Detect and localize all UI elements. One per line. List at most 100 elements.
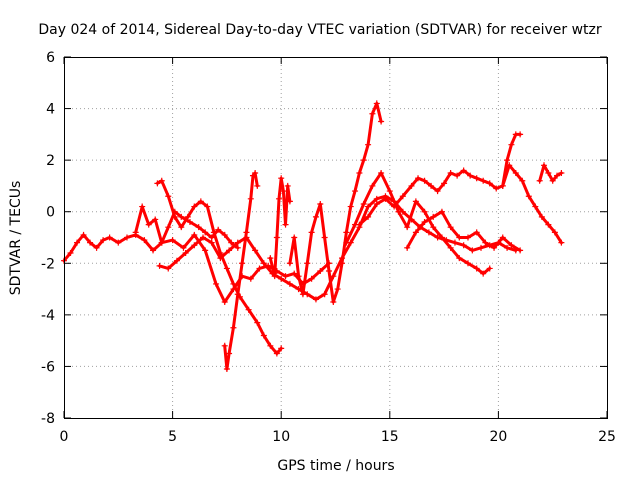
data-point bbox=[173, 257, 180, 264]
plot-frame bbox=[64, 57, 608, 419]
data-point bbox=[226, 247, 233, 254]
data-point bbox=[467, 172, 474, 179]
data-point bbox=[210, 229, 217, 236]
data-point bbox=[228, 239, 235, 246]
data-point bbox=[278, 275, 285, 282]
data-point bbox=[178, 213, 185, 220]
data-point bbox=[254, 319, 261, 326]
data-point bbox=[254, 182, 261, 189]
data-point bbox=[508, 242, 515, 249]
data-point bbox=[221, 342, 228, 349]
data-point bbox=[360, 200, 367, 207]
data-point bbox=[145, 221, 152, 228]
data-point bbox=[312, 296, 319, 303]
data-point bbox=[373, 200, 380, 207]
data-point bbox=[378, 118, 385, 125]
y-tick-label: 0 bbox=[46, 205, 55, 221]
data-point bbox=[223, 366, 230, 373]
data-point bbox=[352, 188, 359, 195]
data-point bbox=[343, 239, 350, 246]
data-point bbox=[447, 224, 454, 231]
data-point bbox=[430, 213, 437, 220]
data-point bbox=[404, 244, 411, 251]
data-point bbox=[421, 208, 428, 215]
data-point bbox=[204, 203, 211, 210]
x-tick-label: 15 bbox=[381, 429, 399, 445]
data-point bbox=[464, 234, 471, 241]
data-point bbox=[191, 242, 198, 249]
data-point bbox=[536, 177, 543, 184]
data-point bbox=[284, 182, 291, 189]
data-point bbox=[460, 167, 467, 174]
data-point bbox=[150, 247, 157, 254]
data-point bbox=[421, 177, 428, 184]
data-point bbox=[291, 234, 298, 241]
x-tick-label: 25 bbox=[598, 429, 616, 445]
data-series-group bbox=[61, 100, 565, 373]
data-point bbox=[186, 219, 193, 226]
data-point bbox=[382, 195, 389, 202]
data-point bbox=[356, 170, 363, 177]
data-point bbox=[252, 170, 259, 177]
data-point bbox=[506, 162, 513, 169]
data-point bbox=[493, 185, 500, 192]
data-point bbox=[304, 260, 311, 267]
data-point bbox=[464, 260, 471, 267]
series-line bbox=[62, 233, 331, 304]
data-point bbox=[369, 110, 376, 117]
data-point bbox=[519, 177, 526, 184]
y-tick-label: -8 bbox=[41, 411, 55, 427]
data-point bbox=[551, 229, 558, 236]
data-point bbox=[221, 298, 228, 305]
data-point bbox=[447, 170, 454, 177]
data-point bbox=[532, 203, 539, 210]
data-point bbox=[278, 175, 285, 182]
series-line bbox=[155, 179, 283, 355]
series-sat-h bbox=[343, 170, 493, 277]
data-point bbox=[191, 231, 198, 238]
data-point bbox=[473, 175, 480, 182]
data-point bbox=[221, 231, 228, 238]
data-point bbox=[321, 234, 328, 241]
y-tick-label: 6 bbox=[46, 50, 55, 66]
data-point bbox=[217, 255, 224, 262]
data-point bbox=[399, 193, 406, 200]
data-point bbox=[415, 175, 422, 182]
data-point bbox=[156, 262, 163, 269]
data-point bbox=[339, 260, 346, 267]
data-point bbox=[469, 247, 476, 254]
data-point bbox=[317, 200, 324, 207]
data-point bbox=[308, 229, 315, 236]
data-point bbox=[234, 244, 241, 251]
series-sat-a bbox=[61, 231, 332, 305]
data-point bbox=[291, 270, 298, 277]
data-point bbox=[365, 203, 372, 210]
data-point bbox=[215, 226, 222, 233]
series-sat-f bbox=[267, 175, 293, 280]
data-point bbox=[438, 208, 445, 215]
x-tick-label: 10 bbox=[272, 429, 290, 445]
data-point bbox=[456, 255, 463, 262]
data-point bbox=[369, 182, 376, 189]
data-point bbox=[451, 239, 458, 246]
data-point bbox=[178, 224, 185, 231]
data-point bbox=[202, 229, 209, 236]
data-point bbox=[200, 234, 207, 241]
data-point bbox=[223, 265, 230, 272]
data-point bbox=[87, 239, 94, 246]
data-point bbox=[504, 244, 511, 251]
y-axis-label: SDTVAR / TECUs bbox=[8, 181, 24, 296]
data-point bbox=[208, 234, 215, 241]
x-tick-label: 0 bbox=[60, 429, 69, 445]
data-point bbox=[441, 180, 448, 187]
data-point bbox=[517, 131, 524, 138]
series-line bbox=[268, 176, 292, 278]
data-point bbox=[428, 182, 435, 189]
data-point bbox=[80, 231, 87, 238]
data-point bbox=[191, 203, 198, 210]
data-point bbox=[123, 234, 130, 241]
x-tick-label: 20 bbox=[489, 429, 507, 445]
data-point bbox=[152, 216, 159, 223]
data-point bbox=[239, 260, 246, 267]
